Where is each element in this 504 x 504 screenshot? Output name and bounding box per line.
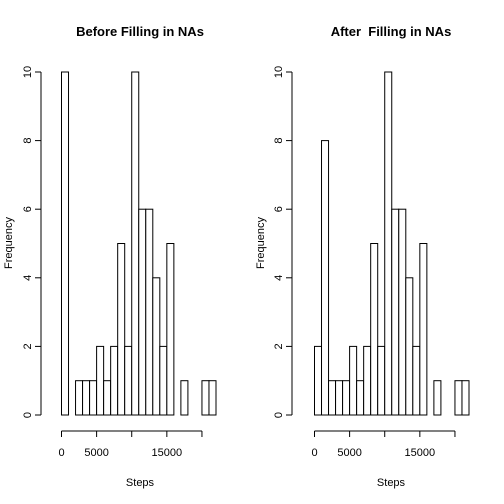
- histogram-bar: [152, 277, 161, 416]
- x-axis-label: Steps: [126, 477, 155, 489]
- histogram-bar: [166, 243, 175, 416]
- histogram-bar: [377, 345, 386, 416]
- histogram-bar: [131, 71, 140, 416]
- histogram-bar: [461, 380, 470, 416]
- y-axis-label: Frequency: [255, 217, 267, 269]
- histogram-bar: [342, 380, 351, 416]
- histogram-bar: [405, 277, 414, 416]
- histogram-bar: [208, 380, 217, 416]
- y-tick-label: 2: [22, 343, 34, 349]
- y-tick-label: 10: [273, 66, 285, 78]
- y-tick-label: 10: [22, 66, 34, 78]
- x-tick-label: 5000: [84, 447, 108, 459]
- histogram-bar: [138, 208, 147, 416]
- histogram-bar: [419, 243, 428, 416]
- histogram-bar: [159, 345, 168, 416]
- x-tick-label: 0: [311, 447, 317, 459]
- y-tick-label: 4: [273, 275, 285, 281]
- histogram-bar: [96, 345, 105, 416]
- histogram-before-panel: Before Filling in NAs Steps Frequency 0 2…: [3, 24, 217, 489]
- x-axis-label: Steps: [377, 477, 406, 489]
- histogram-bar: [89, 380, 98, 416]
- y-tick-label: 6: [273, 206, 285, 212]
- y-tick-label: 0: [22, 412, 34, 418]
- x-tick-label: 5000: [337, 447, 361, 459]
- histogram-after-panel: After Filling in NAs Steps Frequency 0 2 4…: [255, 24, 470, 489]
- chart-title: Before Filling in NAs: [76, 24, 204, 39]
- histogram-bar: [321, 140, 330, 416]
- histogram-bar: [328, 380, 337, 416]
- histogram-bar: [433, 380, 442, 416]
- histogram-bar: [335, 380, 344, 416]
- histogram-bar: [117, 243, 126, 416]
- histogram-bar: [391, 208, 400, 416]
- histogram-bar: [201, 380, 210, 416]
- histogram-bar: [61, 71, 70, 416]
- y-tick-label: 8: [22, 138, 34, 144]
- histogram-bar: [103, 380, 112, 416]
- histogram-bar: [356, 380, 365, 416]
- histogram-bar: [124, 345, 133, 416]
- histogram-bar: [110, 345, 119, 416]
- x-tick-label: 15000: [405, 447, 436, 459]
- histogram-bar: [363, 345, 372, 416]
- histogram-bar: [82, 380, 91, 416]
- histogram-bar: [412, 345, 421, 416]
- histogram-bar: [145, 208, 154, 416]
- histogram-bar: [370, 243, 379, 416]
- histogram-bar: [349, 345, 358, 416]
- histogram-bar: [384, 71, 393, 416]
- y-tick-label: 0: [273, 412, 285, 418]
- y-tick-label: 6: [22, 206, 34, 212]
- y-tick-label: 4: [22, 275, 34, 281]
- histogram-bar: [314, 345, 323, 416]
- chart-title: After Filling in NAs: [331, 24, 452, 39]
- y-tick-label: 2: [273, 343, 285, 349]
- x-tick-label: 0: [58, 447, 64, 459]
- histogram-bar: [454, 380, 463, 416]
- histogram-bar: [398, 208, 407, 416]
- x-tick-label: 15000: [152, 447, 183, 459]
- y-tick-label: 8: [273, 138, 285, 144]
- histogram-bar: [75, 380, 84, 416]
- y-axis-label: Frequency: [3, 217, 15, 269]
- histogram-bar: [180, 380, 189, 416]
